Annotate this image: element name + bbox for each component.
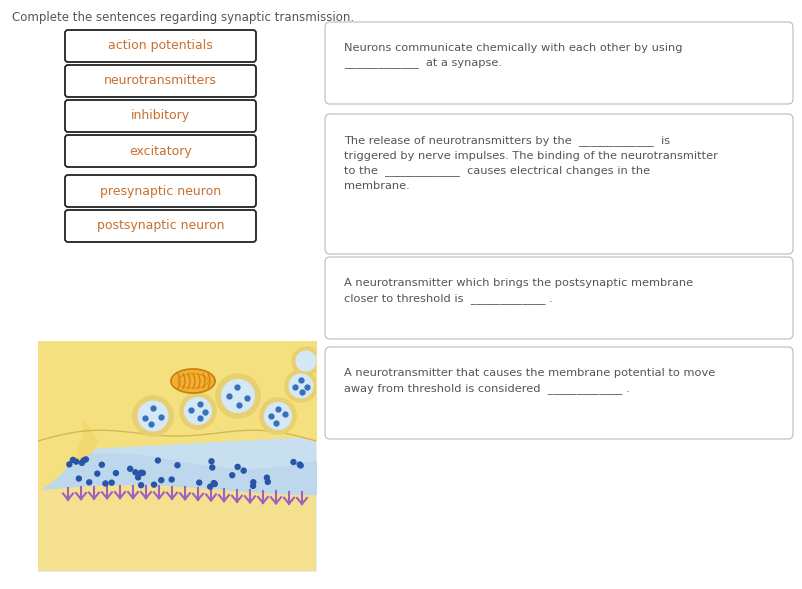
Circle shape [229, 473, 234, 478]
Circle shape [74, 459, 79, 464]
Circle shape [212, 481, 217, 487]
Circle shape [128, 466, 132, 471]
Circle shape [103, 481, 107, 486]
Polygon shape [38, 428, 316, 486]
Circle shape [285, 370, 317, 402]
Polygon shape [38, 453, 316, 571]
Circle shape [139, 482, 144, 488]
Circle shape [175, 463, 180, 468]
Circle shape [140, 471, 145, 475]
Circle shape [95, 471, 99, 476]
Circle shape [152, 482, 156, 487]
Circle shape [292, 347, 320, 375]
Circle shape [209, 465, 214, 470]
Circle shape [87, 480, 91, 485]
Circle shape [156, 458, 160, 463]
FancyBboxPatch shape [325, 347, 792, 439]
FancyBboxPatch shape [65, 210, 256, 242]
Circle shape [290, 459, 296, 465]
FancyBboxPatch shape [65, 65, 256, 97]
Polygon shape [38, 341, 83, 491]
Circle shape [250, 479, 256, 485]
Circle shape [159, 478, 164, 482]
Circle shape [264, 402, 291, 429]
Circle shape [76, 476, 81, 481]
Text: Neurons communicate chemically with each other by using
_____________  at a syna: Neurons communicate chemically with each… [343, 43, 682, 69]
Circle shape [79, 461, 84, 465]
Circle shape [250, 484, 255, 488]
Circle shape [265, 479, 270, 484]
Circle shape [81, 458, 86, 463]
FancyBboxPatch shape [65, 175, 256, 207]
Text: presynaptic neuron: presynaptic neuron [99, 184, 221, 197]
Circle shape [208, 484, 213, 489]
Polygon shape [38, 341, 316, 451]
Circle shape [67, 462, 71, 467]
Polygon shape [171, 369, 215, 393]
Circle shape [235, 464, 240, 469]
Text: Complete the sentences regarding synaptic transmission.: Complete the sentences regarding synapti… [12, 11, 354, 24]
Circle shape [209, 459, 213, 464]
Circle shape [109, 480, 114, 485]
Circle shape [221, 379, 254, 412]
Circle shape [99, 462, 104, 467]
FancyBboxPatch shape [65, 135, 256, 167]
Text: action potentials: action potentials [108, 39, 213, 52]
Circle shape [241, 468, 246, 473]
FancyBboxPatch shape [325, 22, 792, 104]
Text: neurotransmitters: neurotransmitters [104, 74, 217, 88]
FancyBboxPatch shape [325, 114, 792, 254]
Circle shape [83, 457, 88, 462]
Text: excitatory: excitatory [129, 144, 192, 157]
Text: postsynaptic neuron: postsynaptic neuron [96, 220, 224, 233]
Circle shape [184, 398, 211, 425]
Polygon shape [38, 341, 98, 476]
Text: The release of neurotransmitters by the  _____________  is
triggered by nerve im: The release of neurotransmitters by the … [343, 135, 717, 191]
Circle shape [139, 470, 144, 475]
Polygon shape [38, 479, 316, 571]
FancyBboxPatch shape [65, 100, 256, 132]
Circle shape [264, 475, 269, 480]
Circle shape [180, 393, 216, 429]
Text: A neurotransmitter that causes the membrane potential to move
away from threshol: A neurotransmitter that causes the membr… [343, 368, 715, 393]
Circle shape [298, 463, 303, 468]
FancyBboxPatch shape [65, 30, 256, 62]
Circle shape [138, 401, 168, 431]
Circle shape [216, 374, 260, 418]
FancyBboxPatch shape [325, 257, 792, 339]
Circle shape [211, 481, 216, 485]
Circle shape [196, 480, 201, 485]
Circle shape [289, 374, 313, 398]
Circle shape [169, 477, 174, 482]
Circle shape [133, 396, 172, 436]
Circle shape [296, 351, 316, 371]
Circle shape [71, 458, 75, 462]
Circle shape [113, 471, 118, 475]
Circle shape [260, 398, 296, 434]
Circle shape [297, 462, 302, 467]
Text: inhibitory: inhibitory [131, 110, 190, 123]
Text: A neurotransmitter which brings the postsynaptic membrane
closer to threshold is: A neurotransmitter which brings the post… [343, 278, 692, 304]
Circle shape [136, 475, 140, 480]
Circle shape [133, 470, 138, 475]
